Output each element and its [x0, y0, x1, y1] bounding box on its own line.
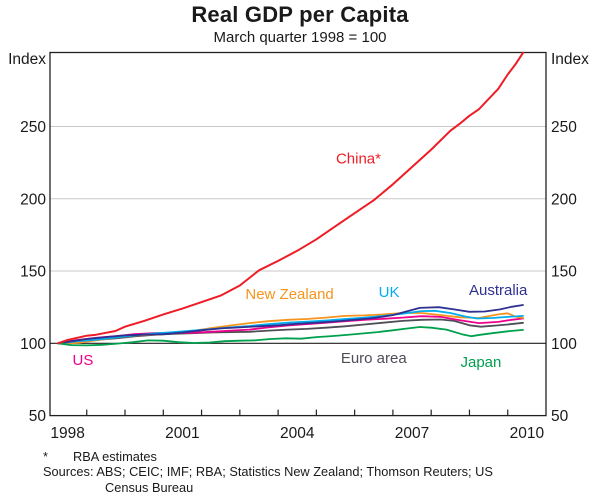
axis-unit-label-left: Index: [8, 51, 46, 68]
axis-unit-label-right: Index: [551, 51, 589, 68]
chart-subtitle: March quarter 1998 = 100: [213, 29, 387, 46]
plot-border: [49, 51, 547, 417]
footnote-text: RBA estimates: [73, 449, 157, 464]
series-line-china: [57, 51, 524, 345]
y-tick-label-right-250: 250: [551, 119, 577, 136]
footnotes: * RBA estimates Sources: ABS; CEIC; IMF;…: [43, 449, 573, 495]
y-tick-label-left-50: 50: [29, 408, 47, 425]
sources-line-2: Census Bureau: [105, 479, 194, 495]
series-label-australia: Australia: [469, 282, 528, 299]
series-line-australia: [57, 304, 524, 345]
series-line-japan: [57, 326, 524, 347]
series-label-euro-area: Euro area: [341, 350, 408, 367]
footnote-marker: *: [43, 449, 48, 464]
sources-line-1: Sources: ABS; CEIC; IMF; RBA; Statistics…: [43, 464, 493, 480]
series-label-new-zealand: New Zealand: [245, 286, 333, 303]
y-tick-label-left-150: 150: [20, 264, 46, 281]
series-label-china: China*: [336, 150, 381, 167]
chart-title: Real GDP per Capita: [191, 2, 409, 27]
y-tick-label-right-100: 100: [551, 336, 577, 353]
y-tick-label-right-200: 200: [551, 191, 577, 208]
y-tick-label-left-100: 100: [20, 336, 46, 353]
y-tick-label-left-200: 200: [20, 191, 46, 208]
y-tick-label-right-150: 150: [551, 264, 577, 281]
x-tick-label-2004: 2004: [280, 425, 315, 442]
x-tick-label-2010: 2010: [510, 425, 545, 442]
series-label-us: US: [72, 352, 93, 369]
series-label-uk: UK: [379, 284, 400, 301]
x-tick-label-2007: 2007: [395, 425, 429, 442]
x-tick-label-1998: 1998: [50, 425, 84, 442]
y-tick-label-right-50: 50: [551, 408, 569, 425]
y-tick-label-left-250: 250: [20, 119, 46, 136]
footnote-rba-estimates: * RBA estimates: [43, 449, 573, 464]
series-label-japan: Japan: [461, 354, 502, 371]
x-tick-label-2001: 2001: [165, 425, 199, 442]
